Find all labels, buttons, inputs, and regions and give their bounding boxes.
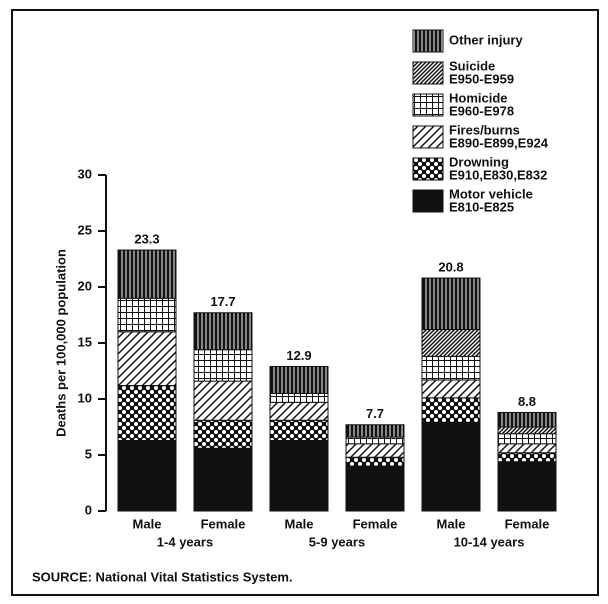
legend-label: Drowning (449, 154, 509, 169)
legend-code: E890-E899,E924 (449, 135, 549, 150)
bar-segment (117, 331, 177, 387)
legend-label: Homicide (449, 90, 508, 105)
bar-segment (193, 312, 253, 351)
bar-segment (421, 329, 481, 357)
bar-segment (497, 461, 557, 512)
y-tick-label: 15 (78, 334, 92, 349)
legend-swatch (412, 29, 444, 53)
bar-segment (421, 379, 481, 399)
bar-segment (421, 355, 481, 381)
x-tick-label: Male (285, 516, 314, 531)
y-tick-label: 20 (78, 278, 92, 293)
bar-segment (421, 422, 481, 512)
total-label: 23.3 (134, 231, 159, 246)
group-label: 1-4 years (157, 534, 213, 549)
y-tick-label: 10 (78, 390, 92, 405)
frame (11, 9, 599, 596)
legend-label: Other injury (449, 32, 523, 47)
legend-code: E810-E825 (449, 199, 514, 214)
bar-segment (345, 424, 405, 438)
bar-segment (193, 380, 253, 421)
bar-segment (345, 436, 405, 445)
legend-swatch (412, 125, 444, 149)
x-tick-label: Female (353, 516, 398, 531)
y-tick-label: 0 (85, 502, 92, 517)
bar-segment (421, 277, 481, 331)
bar-segment (497, 433, 557, 445)
total-label: 12.9 (286, 348, 311, 363)
y-tick-label: 5 (85, 446, 92, 461)
bar-segment (269, 439, 329, 512)
x-tick-label: Female (505, 516, 550, 531)
bar-segment (497, 443, 557, 454)
legend-label: Suicide (449, 58, 495, 73)
legend-swatch (412, 157, 444, 181)
bar-segment (497, 426, 557, 435)
group-label: 10-14 years (454, 534, 525, 549)
legend-label: Motor vehicle (449, 186, 533, 201)
bar-segment (269, 366, 329, 394)
bar-segment (193, 419, 253, 449)
bar-segment (345, 465, 405, 512)
source: SOURCE: National Vital Statistics System… (32, 569, 293, 584)
bar-segment (345, 456, 405, 467)
legend-code: E910,E830,E832 (449, 167, 547, 182)
bar-segment (497, 411, 557, 428)
bar-segment (269, 401, 329, 421)
y-tick-label: 30 (78, 166, 92, 181)
group-label: 5-9 years (309, 534, 365, 549)
bar-segment (421, 397, 481, 424)
bar-segment (193, 447, 253, 512)
legend-swatch (412, 93, 444, 117)
legend-swatch (412, 61, 444, 85)
y-tick-label: 25 (78, 222, 92, 237)
total-label: 8.8 (518, 394, 536, 409)
legend-code: E960-E978 (449, 103, 514, 118)
bar-segment (117, 297, 177, 333)
bar-segment (497, 452, 557, 463)
total-label: 17.7 (210, 294, 235, 309)
x-tick-label: Female (201, 516, 246, 531)
bar-segment (345, 443, 405, 458)
legend-swatch (412, 189, 444, 213)
bar-segment (117, 439, 177, 512)
bar-segment (117, 249, 177, 299)
bar-segment (193, 349, 253, 382)
x-tick-label: Male (133, 516, 162, 531)
bar-segment (117, 385, 177, 441)
x-tick-label: Male (437, 516, 466, 531)
bar-segment (269, 392, 329, 403)
total-label: 20.8 (438, 259, 463, 274)
y-axis-label: Deaths per 100,000 population (53, 249, 68, 437)
total-label: 7.7 (366, 406, 384, 421)
legend-code: E950-E959 (449, 71, 514, 86)
legend-label: Fires/burns (449, 122, 520, 137)
bar-segment (269, 419, 329, 441)
